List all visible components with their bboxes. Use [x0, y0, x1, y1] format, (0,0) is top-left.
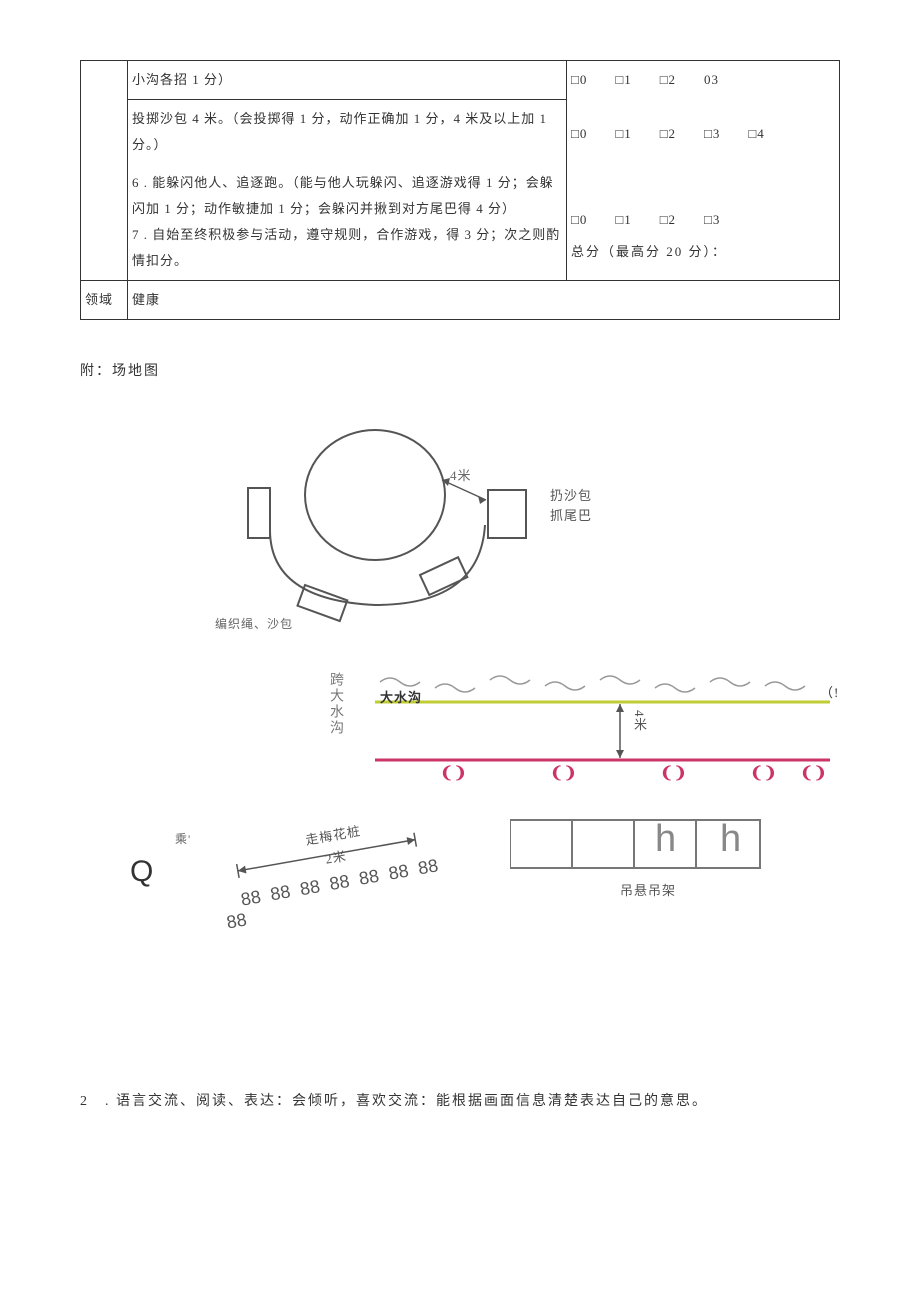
cell-criteria-3: 6 . 能躲闪他人、追逐跑。（能与他人玩躲闪、追逐游戏得 1 分；会躲闪加 1 … — [128, 164, 567, 281]
label-rope: 编织绳、沙包 — [215, 615, 293, 632]
svg-text:❨❩: ❨❩ — [440, 765, 467, 782]
dist-4m-top: 4米 — [450, 465, 472, 484]
criteria-6: 6 . 能躲闪他人、追逐跑。（能与他人玩躲闪、追逐游戏得 1 分；会躲闪加 1 … — [132, 170, 562, 222]
svg-text:88: 88 — [416, 855, 439, 878]
label-ditch-h: 大水沟 — [380, 687, 422, 706]
cell-left-blank — [81, 61, 128, 281]
svg-text:88: 88 — [269, 881, 292, 904]
svg-text:❨❩: ❨❩ — [550, 765, 577, 782]
score-line-1: □0 □1 □2 03 — [571, 67, 835, 93]
label-cheng: 乘' — [175, 830, 191, 847]
label-throw-2: 抓尾巴 — [550, 505, 592, 524]
svg-text:88: 88 — [387, 860, 410, 883]
label-hang: 吊悬吊架 — [620, 880, 676, 899]
q-mark: Q — [130, 855, 153, 889]
score-total: 总分（最高分 20 分）： — [571, 239, 835, 265]
svg-text:❨❩: ❨❩ — [750, 765, 777, 782]
cell-criteria-1: 小沟各招 1 分） — [128, 61, 567, 100]
svg-text:88: 88 — [239, 887, 262, 910]
label-stump-dist: 2米 — [324, 845, 348, 867]
rubric-table: 小沟各招 1 分） □0 □1 □2 03 □0 □1 □2 □3 □4 □0 … — [80, 60, 840, 320]
attachment-label: 附：场地图 — [80, 360, 840, 380]
label-throw-1: 扔沙包 — [550, 485, 592, 504]
score-line-3: □0 □1 □2 □3 — [571, 207, 835, 233]
table-row: 小沟各招 1 分） □0 □1 □2 03 □0 □1 □2 □3 □4 □0 … — [81, 61, 840, 100]
cell-criteria-2: 投掷沙包 4 米。（会投掷得 1 分，动作正确加 1 分，4 米及以上加 1 分… — [128, 100, 567, 165]
criteria-7: 7 . 自始至终积极参与活动，遵守规则，合作游戏，得 3 分；次之则酌情扣分。 — [132, 222, 562, 274]
label-ditch-vertical: 跨大水沟 — [325, 672, 345, 752]
throw-area-diagram — [210, 410, 530, 630]
paren-mark: （! — [820, 682, 839, 701]
svg-text:88: 88 — [328, 871, 351, 894]
h-glyph-1: h — [655, 818, 676, 861]
svg-text:88: 88 — [357, 866, 380, 889]
cell-domain-value: 健康 — [128, 281, 840, 320]
svg-text:88: 88 — [298, 876, 321, 899]
svg-text:❨❩: ❨❩ — [660, 765, 687, 782]
field-diagram: 4米 扔沙包 抓尾巴 编织绳、沙包 ❨❩ ❨❩ ❨❩ — [80, 410, 840, 970]
table-row: 领域 健康 — [81, 281, 840, 320]
cell-domain-label: 领域 — [81, 281, 128, 320]
svg-text:88: 88 — [225, 909, 248, 932]
label-ditch-dist: 4米 — [630, 710, 649, 732]
svg-text:❨❩: ❨❩ — [800, 765, 827, 782]
h-glyph-2: h — [720, 818, 741, 861]
cell-scores: □0 □1 □2 03 □0 □1 □2 □3 □4 □0 □1 □2 □3 总… — [567, 61, 840, 281]
section-2-line: 2 . 语言交流、阅读、表达：会倾听，喜欢交流：能根据画面信息清楚表达自己的意思… — [80, 1090, 840, 1110]
score-line-2: □0 □1 □2 □3 □4 — [571, 121, 835, 147]
